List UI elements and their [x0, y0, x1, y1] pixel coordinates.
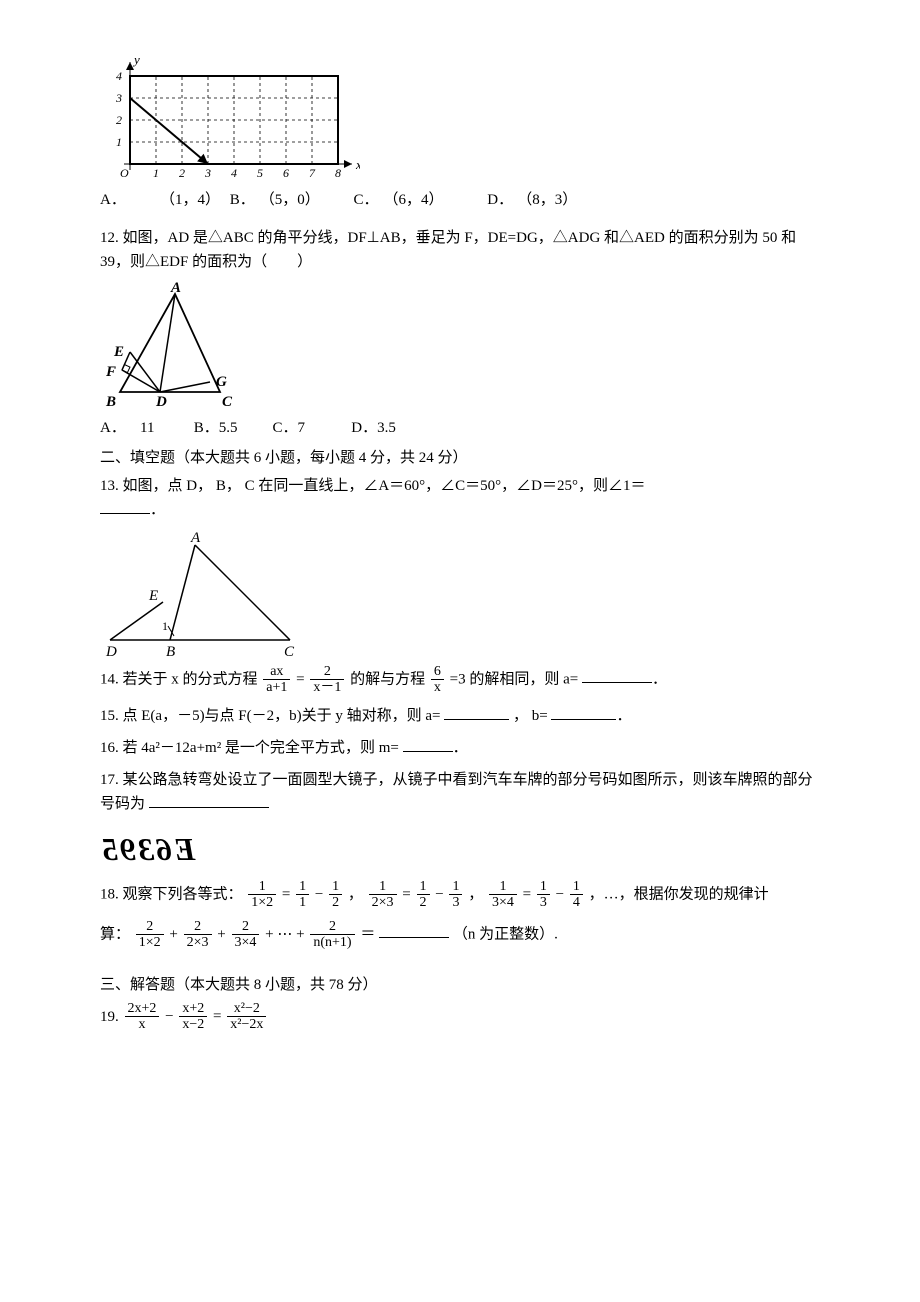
- svg-text:3: 3: [115, 91, 122, 105]
- q18-line2: 算： 21×2 + 22×3 + 23×4 + ⋯ + 2n(n+1) ＝ （n…: [100, 919, 820, 951]
- q15-blank-a[interactable]: [444, 704, 509, 720]
- svg-text:C: C: [284, 644, 295, 660]
- q11-opt-c: （6，4）: [384, 188, 444, 212]
- q16: 16. 若 4a²－12a+m² 是一个完全平方式，则 m= ．: [100, 736, 820, 760]
- svg-text:4: 4: [231, 166, 237, 180]
- q17: 17. 某公路急转弯处设立了一面圆型大镜子，从镜子中看到汽车车牌的部分号码如图所…: [100, 768, 820, 816]
- q12-options: A．11 B．5.5 C．7 D．3.5: [100, 416, 820, 440]
- svg-text:8: 8: [335, 166, 341, 180]
- q12-triangle: A B C D EF G: [100, 282, 250, 412]
- q12-opt-d: 3.5: [377, 416, 427, 440]
- svg-text:E: E: [148, 588, 158, 604]
- q12-figure: A B C D EF G: [100, 282, 820, 412]
- q18-e2-lhs: 12×3: [369, 879, 397, 911]
- q18-line1: 18. 观察下列各等式： 11×2 = 11 − 12 ， 12×3 = 12 …: [100, 879, 820, 911]
- svg-text:6: 6: [283, 166, 289, 180]
- svg-text:A: A: [170, 282, 181, 296]
- q11-graph: 1 2 3 4 5 6 7 8 1 2 3 4 Ox y: [100, 44, 820, 184]
- q19-t1: 2x+2x: [125, 1001, 160, 1033]
- svg-text:B: B: [105, 394, 116, 410]
- q15: 15. 点 E(a，－5)与点 F(－2，b)关于 y 轴对称，则 a= ， b…: [100, 704, 820, 728]
- q13-text: 13. 如图，点 D， B， C 在同一直线上，∠A＝60°，∠C＝50°，∠D…: [100, 474, 820, 522]
- svg-text:A: A: [190, 530, 201, 546]
- svg-text:7: 7: [309, 166, 316, 180]
- svg-text:D: D: [155, 394, 167, 410]
- svg-text:2: 2: [116, 113, 122, 127]
- section3-title: 三、解答题（本大题共 8 小题，共 78 分）: [100, 973, 820, 997]
- q11-opt-d: （8，3）: [517, 188, 577, 212]
- q11-opt-b: （5，0）: [260, 188, 320, 212]
- q12-opt-b: 5.5: [219, 416, 269, 440]
- svg-text:C: C: [222, 394, 233, 410]
- section2-title: 二、填空题（本大题共 6 小题，每小题 4 分，共 24 分）: [100, 446, 820, 470]
- svg-text:4: 4: [116, 69, 122, 83]
- q12-opt-c: 7: [298, 416, 348, 440]
- svg-text:3: 3: [204, 166, 211, 180]
- q13-figure: 1 A D B C E: [100, 530, 820, 660]
- q14: 14. 若关于 x 的分式方程 axa+1 = 2x－1 的解与方程 6x =3…: [100, 664, 820, 696]
- q11-coordinate-grid: 1 2 3 4 5 6 7 8 1 2 3 4 Ox y: [100, 44, 360, 184]
- q14-frac3: 6x: [431, 664, 444, 696]
- svg-text:5: 5: [257, 166, 263, 180]
- q18-e1-lhs: 11×2: [248, 879, 276, 911]
- svg-text:D: D: [105, 644, 117, 660]
- q17-mirror-plate: E6395: [100, 824, 820, 875]
- svg-text:F: F: [105, 364, 116, 380]
- q14-blank[interactable]: [582, 667, 652, 683]
- q16-blank[interactable]: [403, 736, 453, 752]
- q17-blank[interactable]: [149, 792, 269, 808]
- q15-blank-b[interactable]: [551, 704, 616, 720]
- svg-text:y: y: [132, 52, 140, 67]
- svg-text:1: 1: [153, 166, 159, 180]
- q19-t2: x+2x−2: [179, 1001, 207, 1033]
- q12-opt-a: 11: [140, 416, 190, 440]
- svg-text:1: 1: [116, 135, 122, 149]
- svg-text:2: 2: [179, 166, 185, 180]
- svg-text:B: B: [166, 644, 175, 660]
- mirror-text: E6395: [100, 824, 195, 875]
- svg-text:E: E: [113, 344, 124, 360]
- q11-options: A．（1，4） B．（5，0） C．（6，4） D．（8，3）: [100, 188, 820, 212]
- q18-e3-lhs: 13×4: [489, 879, 517, 911]
- q14-frac2: 2x－1: [310, 664, 344, 696]
- q13-triangle: 1 A D B C E: [100, 530, 310, 660]
- svg-text:x: x: [355, 157, 360, 172]
- q11-opt-a: （1，4）: [160, 188, 220, 212]
- q13-blank[interactable]: [100, 498, 150, 514]
- svg-text:G: G: [216, 374, 227, 390]
- q19: 19. 2x+2x − x+2x−2 = x²−2x²−2x: [100, 1001, 820, 1033]
- q12-text: 12. 如图，AD 是△ABC 的角平分线，DF⊥AB，垂足为 F，DE=DG，…: [100, 226, 820, 274]
- q19-t3: x²−2x²−2x: [227, 1001, 266, 1033]
- svg-text:1: 1: [162, 619, 168, 633]
- q14-frac1: axa+1: [263, 664, 290, 696]
- q18-blank[interactable]: [379, 922, 449, 938]
- svg-text:O: O: [120, 166, 129, 180]
